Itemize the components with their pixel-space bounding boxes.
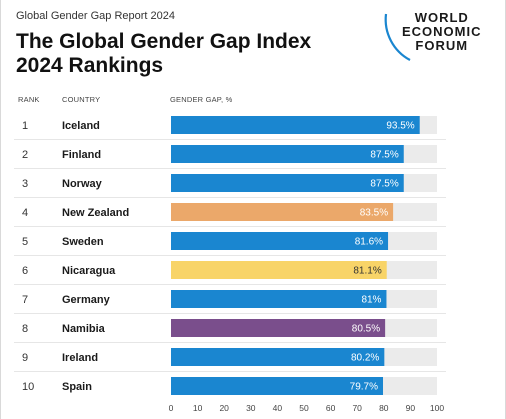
logo-arc: [384, 13, 411, 61]
country-label: Finland: [62, 149, 101, 161]
wef-logo: WORLD ECONOMIC FORUM: [380, 10, 490, 66]
value-label: 87.5%: [370, 150, 398, 161]
bar: [171, 348, 385, 366]
x-tick-label: 20: [219, 403, 229, 413]
x-tick-label: 80: [379, 403, 389, 413]
value-label: 80.5%: [352, 324, 380, 335]
gender-gap-column-header: GENDER GAP, %: [170, 95, 233, 104]
country-label: New Zealand: [62, 207, 129, 219]
rank-label: 7: [22, 294, 28, 306]
value-label: 87.5%: [370, 179, 398, 190]
rank-column-header: RANK: [18, 95, 40, 104]
country-label: Sweden: [62, 236, 104, 248]
country-label: Namibia: [62, 323, 106, 335]
rank-label: 8: [22, 323, 28, 335]
bar: [171, 319, 386, 337]
x-tick-label: 10: [193, 403, 203, 413]
x-tick-label: 90: [406, 403, 416, 413]
rank-label: 5: [22, 236, 28, 248]
country-label: Ireland: [62, 352, 98, 364]
value-label: 83.5%: [360, 208, 388, 219]
logo-text: WORLD ECONOMIC FORUM: [402, 11, 482, 53]
x-tick-label: 30: [246, 403, 256, 413]
x-tick-label: 60: [326, 403, 336, 413]
rank-label: 2: [22, 149, 28, 161]
rank-label: 9: [22, 352, 28, 364]
rank-label: 4: [22, 207, 28, 219]
bar: [171, 261, 387, 279]
x-tick-label: 100: [430, 403, 444, 413]
country-label: Nicaragua: [62, 265, 116, 277]
x-tick-label: 50: [299, 403, 309, 413]
country-label: Spain: [62, 381, 92, 393]
rank-label: 10: [22, 381, 34, 393]
value-label: 81.6%: [355, 237, 383, 248]
rank-label: 6: [22, 265, 28, 277]
logo-line-3: FORUM: [415, 38, 469, 53]
rank-label: 1: [22, 120, 28, 132]
x-tick-label: 70: [352, 403, 362, 413]
country-label: Iceland: [62, 120, 100, 132]
bar: [171, 145, 404, 163]
logo-line-2: ECONOMIC: [402, 24, 482, 39]
value-label: 81.1%: [353, 266, 381, 277]
report-label: Global Gender Gap Report 2024: [16, 10, 175, 22]
bar: [171, 203, 394, 221]
page-title: The Global Gender Gap Index 2024 Ranking…: [16, 30, 312, 77]
x-tick-label: 40: [273, 403, 283, 413]
bar: [171, 116, 420, 134]
country-label: Germany: [62, 294, 111, 306]
country-label: Norway: [62, 178, 103, 190]
value-label: 81%: [361, 295, 381, 306]
value-label: 93.5%: [386, 121, 414, 132]
bar: [171, 232, 389, 250]
x-tick-label: 0: [169, 403, 174, 413]
rank-label: 3: [22, 178, 28, 190]
bar: [171, 174, 404, 192]
bar: [171, 377, 384, 395]
frame-left-border: [0, 0, 1, 419]
logo-arc-icon: [384, 13, 411, 61]
logo-line-1: WORLD: [414, 10, 469, 25]
country-column-header: COUNTRY: [62, 95, 101, 104]
value-label: 80.2%: [351, 353, 379, 364]
bar: [171, 290, 387, 308]
value-label: 79.7%: [350, 382, 378, 393]
